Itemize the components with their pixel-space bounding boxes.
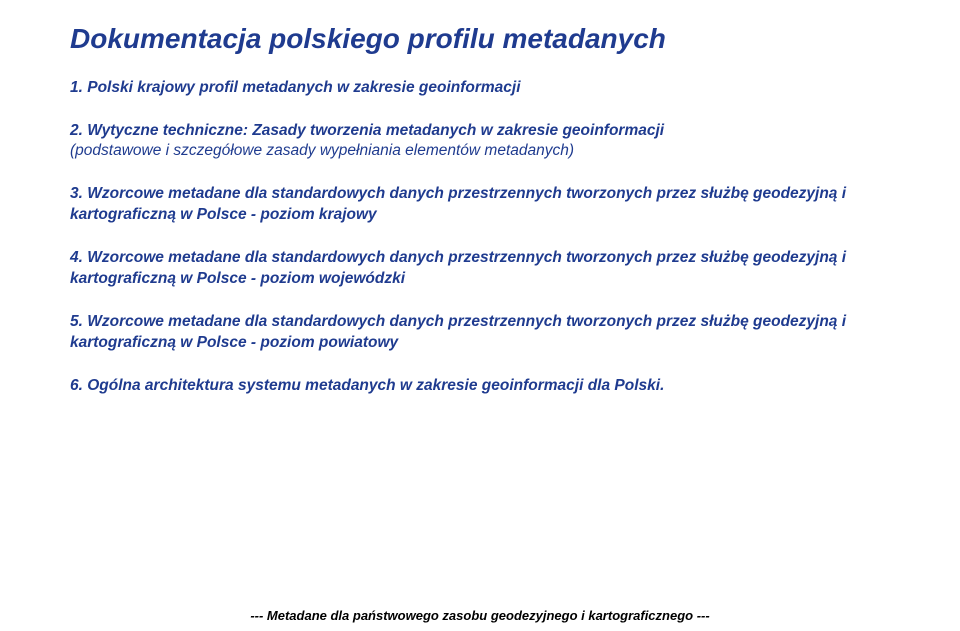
list-item: 4. Wzorcowe metadane dla standardowych d… [70,248,900,290]
list-item: 6. Ogólna architektura systemu metadanyc… [70,376,900,397]
item-text: 3. Wzorcowe metadane dla standardowych d… [70,185,846,223]
item-text: 4. Wzorcowe metadane dla standardowych d… [70,249,846,287]
item-text: 2. Wytyczne techniczne: Zasady tworzenia… [70,122,664,139]
item-text: 6. Ogólna architektura systemu metadanyc… [70,377,664,394]
item-paren: (podstawowe i szczegółowe zasady wypełni… [70,142,574,159]
list-item: 5. Wzorcowe metadane dla standardowych d… [70,312,900,354]
item-text: 5. Wzorcowe metadane dla standardowych d… [70,313,846,351]
list-container: 1. Polski krajowy profil metadanych w za… [70,78,900,397]
list-item: 2. Wytyczne techniczne: Zasady tworzenia… [70,121,900,163]
slide-footer: --- Metadane dla państwowego zasobu geod… [0,608,960,623]
slide-title: Dokumentacja polskiego profilu metadanyc… [70,22,900,56]
item-text: 1. Polski krajowy profil metadanych w za… [70,79,521,96]
list-item: 1. Polski krajowy profil metadanych w za… [70,78,900,99]
slide-container: Dokumentacja polskiego profilu metadanyc… [0,0,960,397]
list-item: 3. Wzorcowe metadane dla standardowych d… [70,184,900,226]
